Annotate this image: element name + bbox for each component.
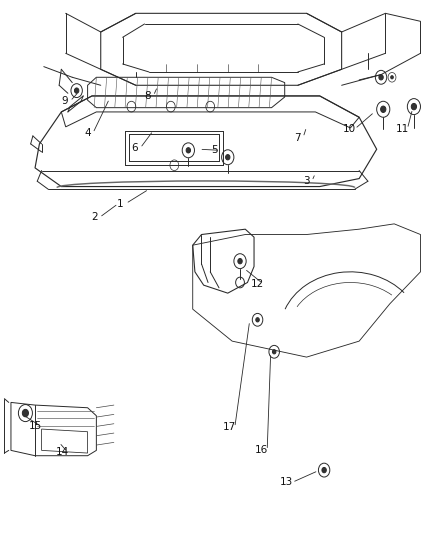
- Text: 2: 2: [91, 213, 98, 222]
- Circle shape: [186, 148, 191, 153]
- Circle shape: [411, 103, 417, 110]
- Circle shape: [322, 467, 326, 473]
- Text: 9: 9: [61, 96, 68, 106]
- Text: 6: 6: [131, 143, 138, 153]
- Text: 5: 5: [211, 146, 218, 155]
- Circle shape: [272, 350, 276, 354]
- Circle shape: [381, 106, 386, 112]
- Circle shape: [391, 76, 393, 79]
- Text: 1: 1: [117, 199, 124, 208]
- Text: 15: 15: [29, 422, 42, 431]
- Text: 14: 14: [56, 447, 69, 457]
- Text: 4: 4: [84, 128, 91, 138]
- Circle shape: [226, 155, 230, 160]
- Text: 12: 12: [251, 279, 264, 288]
- Text: 16: 16: [255, 446, 268, 455]
- Text: 17: 17: [223, 423, 236, 432]
- Text: 3: 3: [303, 176, 310, 186]
- Text: 10: 10: [343, 124, 356, 134]
- Circle shape: [256, 318, 259, 322]
- Circle shape: [238, 259, 242, 264]
- Text: 13: 13: [280, 478, 293, 487]
- Text: 8: 8: [145, 91, 152, 101]
- Circle shape: [74, 88, 79, 93]
- Text: 7: 7: [294, 133, 301, 142]
- Circle shape: [379, 75, 383, 80]
- Text: 11: 11: [396, 124, 409, 134]
- Circle shape: [22, 409, 28, 417]
